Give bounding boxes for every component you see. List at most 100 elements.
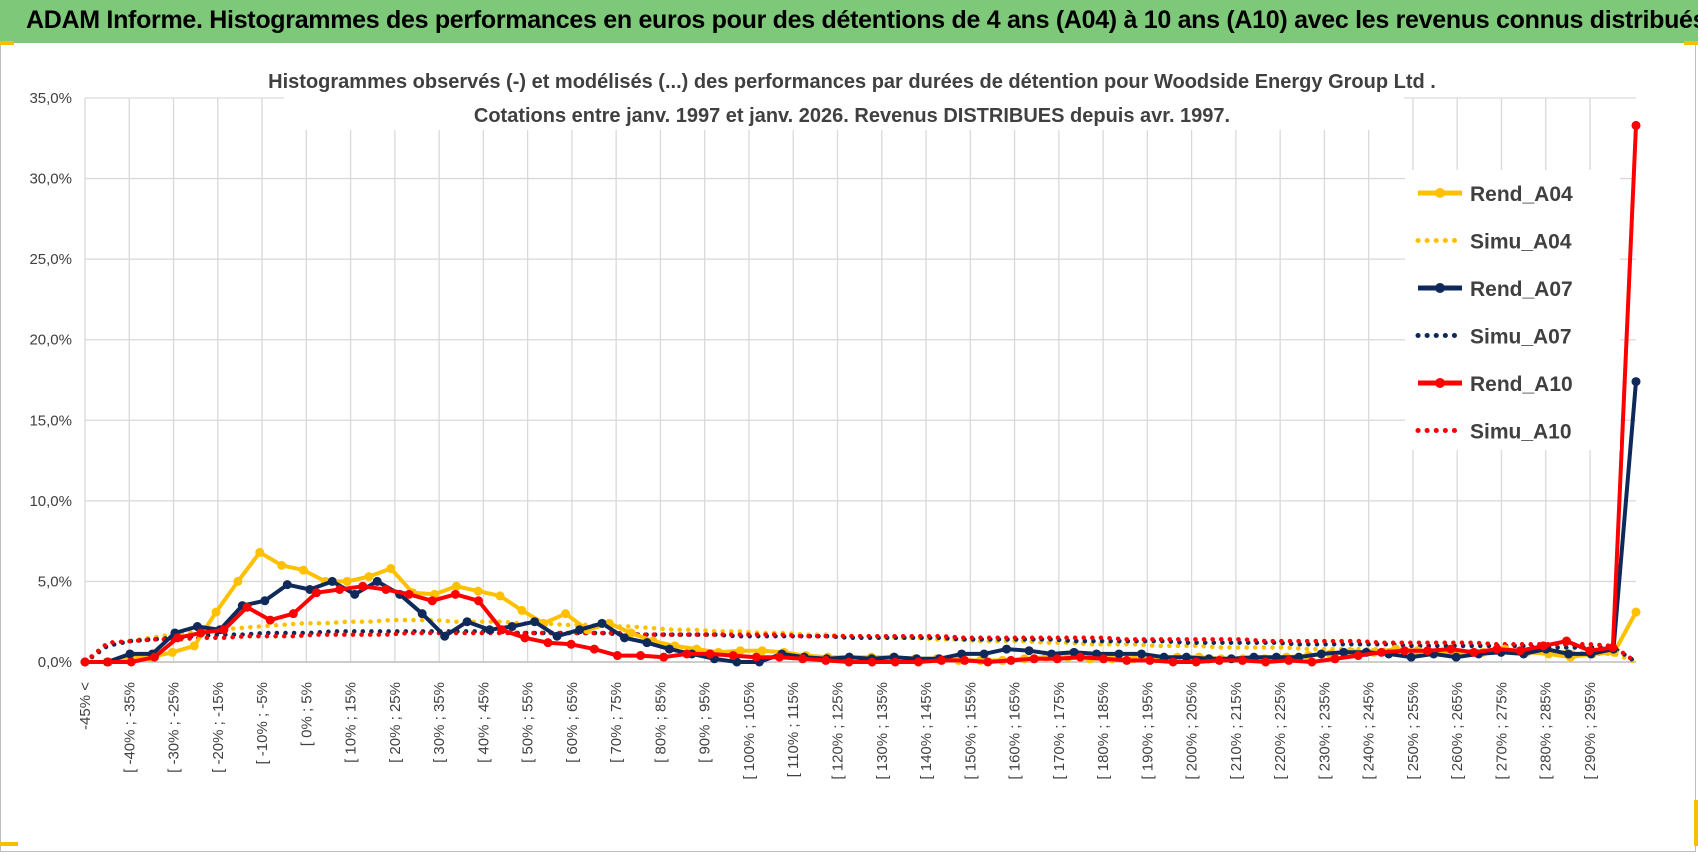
x-tick-label: [ 290% ; 295% <box>1582 682 1599 780</box>
data-point-rend_a10 <box>1585 646 1595 656</box>
data-point-rend_a10 <box>219 625 229 635</box>
data-point-rend_a10 <box>474 596 484 606</box>
data-point-rend_a10 <box>913 657 923 667</box>
x-tick-label: [ 180% ; 185% <box>1095 682 1112 780</box>
data-point-rend_a04 <box>342 576 352 586</box>
data-point-rend_a07 <box>350 589 360 599</box>
data-point-rend_a10 <box>126 657 136 667</box>
data-point-rend_a04 <box>255 547 265 557</box>
data-point-rend_a10 <box>960 655 970 665</box>
data-point-rend_a04 <box>277 560 287 570</box>
axis-ticks: 0,0% 5,0% 10,0% 15,0% 20,0% 25,0% 30,0% 35,0% -4… <box>29 90 1599 780</box>
x-tick-label: [ 80% ; 85% <box>652 682 669 763</box>
x-tick-label: -45% < <box>77 682 94 730</box>
data-point-rend_a07 <box>552 631 562 641</box>
data-point-rend_a10 <box>774 652 784 662</box>
data-point-rend_a07 <box>462 617 472 627</box>
data-point-rend_a10 <box>497 625 507 635</box>
x-tick-label: [ 190% ; 195% <box>1139 682 1156 780</box>
data-point-rend_a10 <box>80 657 90 667</box>
data-point-rend_a07 <box>1339 647 1349 657</box>
x-tick-label: [ 150% ; 155% <box>962 682 979 780</box>
data-point-rend_a10 <box>103 657 113 667</box>
data-point-rend_a04 <box>495 591 505 601</box>
data-point-rend_a10 <box>636 651 646 661</box>
data-point-rend_a10 <box>1515 646 1525 656</box>
data-point-rend_a07 <box>125 649 135 659</box>
data-point-rend_a10 <box>1353 651 1363 661</box>
data-point-rend_a10 <box>728 651 738 661</box>
data-point-rend_a04 <box>298 565 308 575</box>
data-point-rend_a10 <box>265 615 275 625</box>
data-point-rend_a10 <box>1492 644 1502 654</box>
x-tick-label: [ 70% ; 75% <box>608 682 625 763</box>
data-point-rend_a10 <box>288 609 298 619</box>
data-point-rend_a07 <box>1631 377 1641 387</box>
data-point-rend_a04 <box>189 641 199 651</box>
data-point-rend_a10 <box>1214 655 1224 665</box>
data-point-rend_a10 <box>1075 652 1085 662</box>
data-point-rend_a04 <box>167 647 177 657</box>
data-point-rend_a10 <box>1446 644 1456 654</box>
x-tick-label: [ 280% ; 285% <box>1538 682 1555 780</box>
data-point-rend_a10 <box>566 639 576 649</box>
x-tick-label: [ 60% ; 65% <box>564 682 581 763</box>
data-point-rend_a04 <box>517 605 527 615</box>
legend-marker <box>1435 283 1445 293</box>
data-point-rend_a07 <box>1406 652 1416 662</box>
corner-mark-top-left <box>0 41 14 45</box>
x-tick-label: [ 230% ; 235% <box>1316 682 1333 780</box>
data-point-rend_a07 <box>282 580 292 590</box>
legend-backdrop <box>1405 170 1620 450</box>
data-point-rend_a10 <box>890 657 900 667</box>
data-point-rend_a07 <box>417 609 427 619</box>
x-tick-label: [ 260% ; 265% <box>1449 682 1466 780</box>
data-point-rend_a10 <box>427 596 437 606</box>
data-point-rend_a07 <box>305 584 315 594</box>
data-point-rend_a10 <box>543 638 553 648</box>
data-point-rend_a07 <box>530 617 540 627</box>
data-point-rend_a10 <box>196 628 206 638</box>
data-point-rend_a10 <box>1191 657 1201 667</box>
data-point-rend_a10 <box>1631 120 1641 130</box>
data-point-rend_a10 <box>358 581 368 591</box>
data-point-rend_a07 <box>1114 649 1124 659</box>
data-point-rend_a10 <box>821 655 831 665</box>
x-tick-label: [ 120% ; 125% <box>830 682 847 780</box>
page-title: ADAM Informe. Histogrammes des performan… <box>26 6 1698 34</box>
y-tick-label: 15,0% <box>29 412 72 429</box>
series-line-rend_a07 <box>83 379 1638 664</box>
data-point-rend_a04 <box>211 607 221 617</box>
data-point-rend_a07 <box>1069 647 1079 657</box>
data-point-rend_a07 <box>485 625 495 635</box>
legend-label-rend_a04: Rend_A04 <box>1470 183 1573 206</box>
data-point-rend_a10 <box>937 655 947 665</box>
data-point-rend_a07 <box>1024 646 1034 656</box>
data-point-rend_a10 <box>1284 655 1294 665</box>
data-point-rend_a10 <box>450 589 460 599</box>
data-point-rend_a10 <box>1122 655 1132 665</box>
x-tick-label: [ -30% ; -25% <box>166 682 183 773</box>
y-tick-label: 30,0% <box>29 171 72 188</box>
x-tick-label: [ 10% ; 15% <box>343 682 360 763</box>
data-point-rend_a04 <box>757 646 767 656</box>
data-point-rend_a10 <box>1168 657 1178 667</box>
data-point-rend_a10 <box>1538 641 1548 651</box>
data-point-rend_a10 <box>335 584 345 594</box>
chart-title-line-1: Histogrammes observés (-) et modélisés (… <box>268 71 1436 93</box>
x-tick-label: [ 170% ; 175% <box>1051 682 1068 780</box>
data-point-rend_a10 <box>1307 657 1317 667</box>
data-point-rend_a10 <box>1145 655 1155 665</box>
data-point-rend_a07 <box>642 638 652 648</box>
data-point-rend_a10 <box>1261 657 1271 667</box>
data-point-rend_a10 <box>751 652 761 662</box>
data-point-rend_a10 <box>1006 655 1016 665</box>
data-point-rend_a10 <box>1469 647 1479 657</box>
data-point-rend_a07 <box>619 633 629 643</box>
data-point-rend_a10 <box>1423 646 1433 656</box>
x-tick-label: [ 40% ; 45% <box>475 682 492 763</box>
data-point-rend_a10 <box>1099 654 1109 664</box>
data-point-rend_a07 <box>507 622 517 632</box>
x-tick-label: [ 200% ; 205% <box>1184 682 1201 780</box>
